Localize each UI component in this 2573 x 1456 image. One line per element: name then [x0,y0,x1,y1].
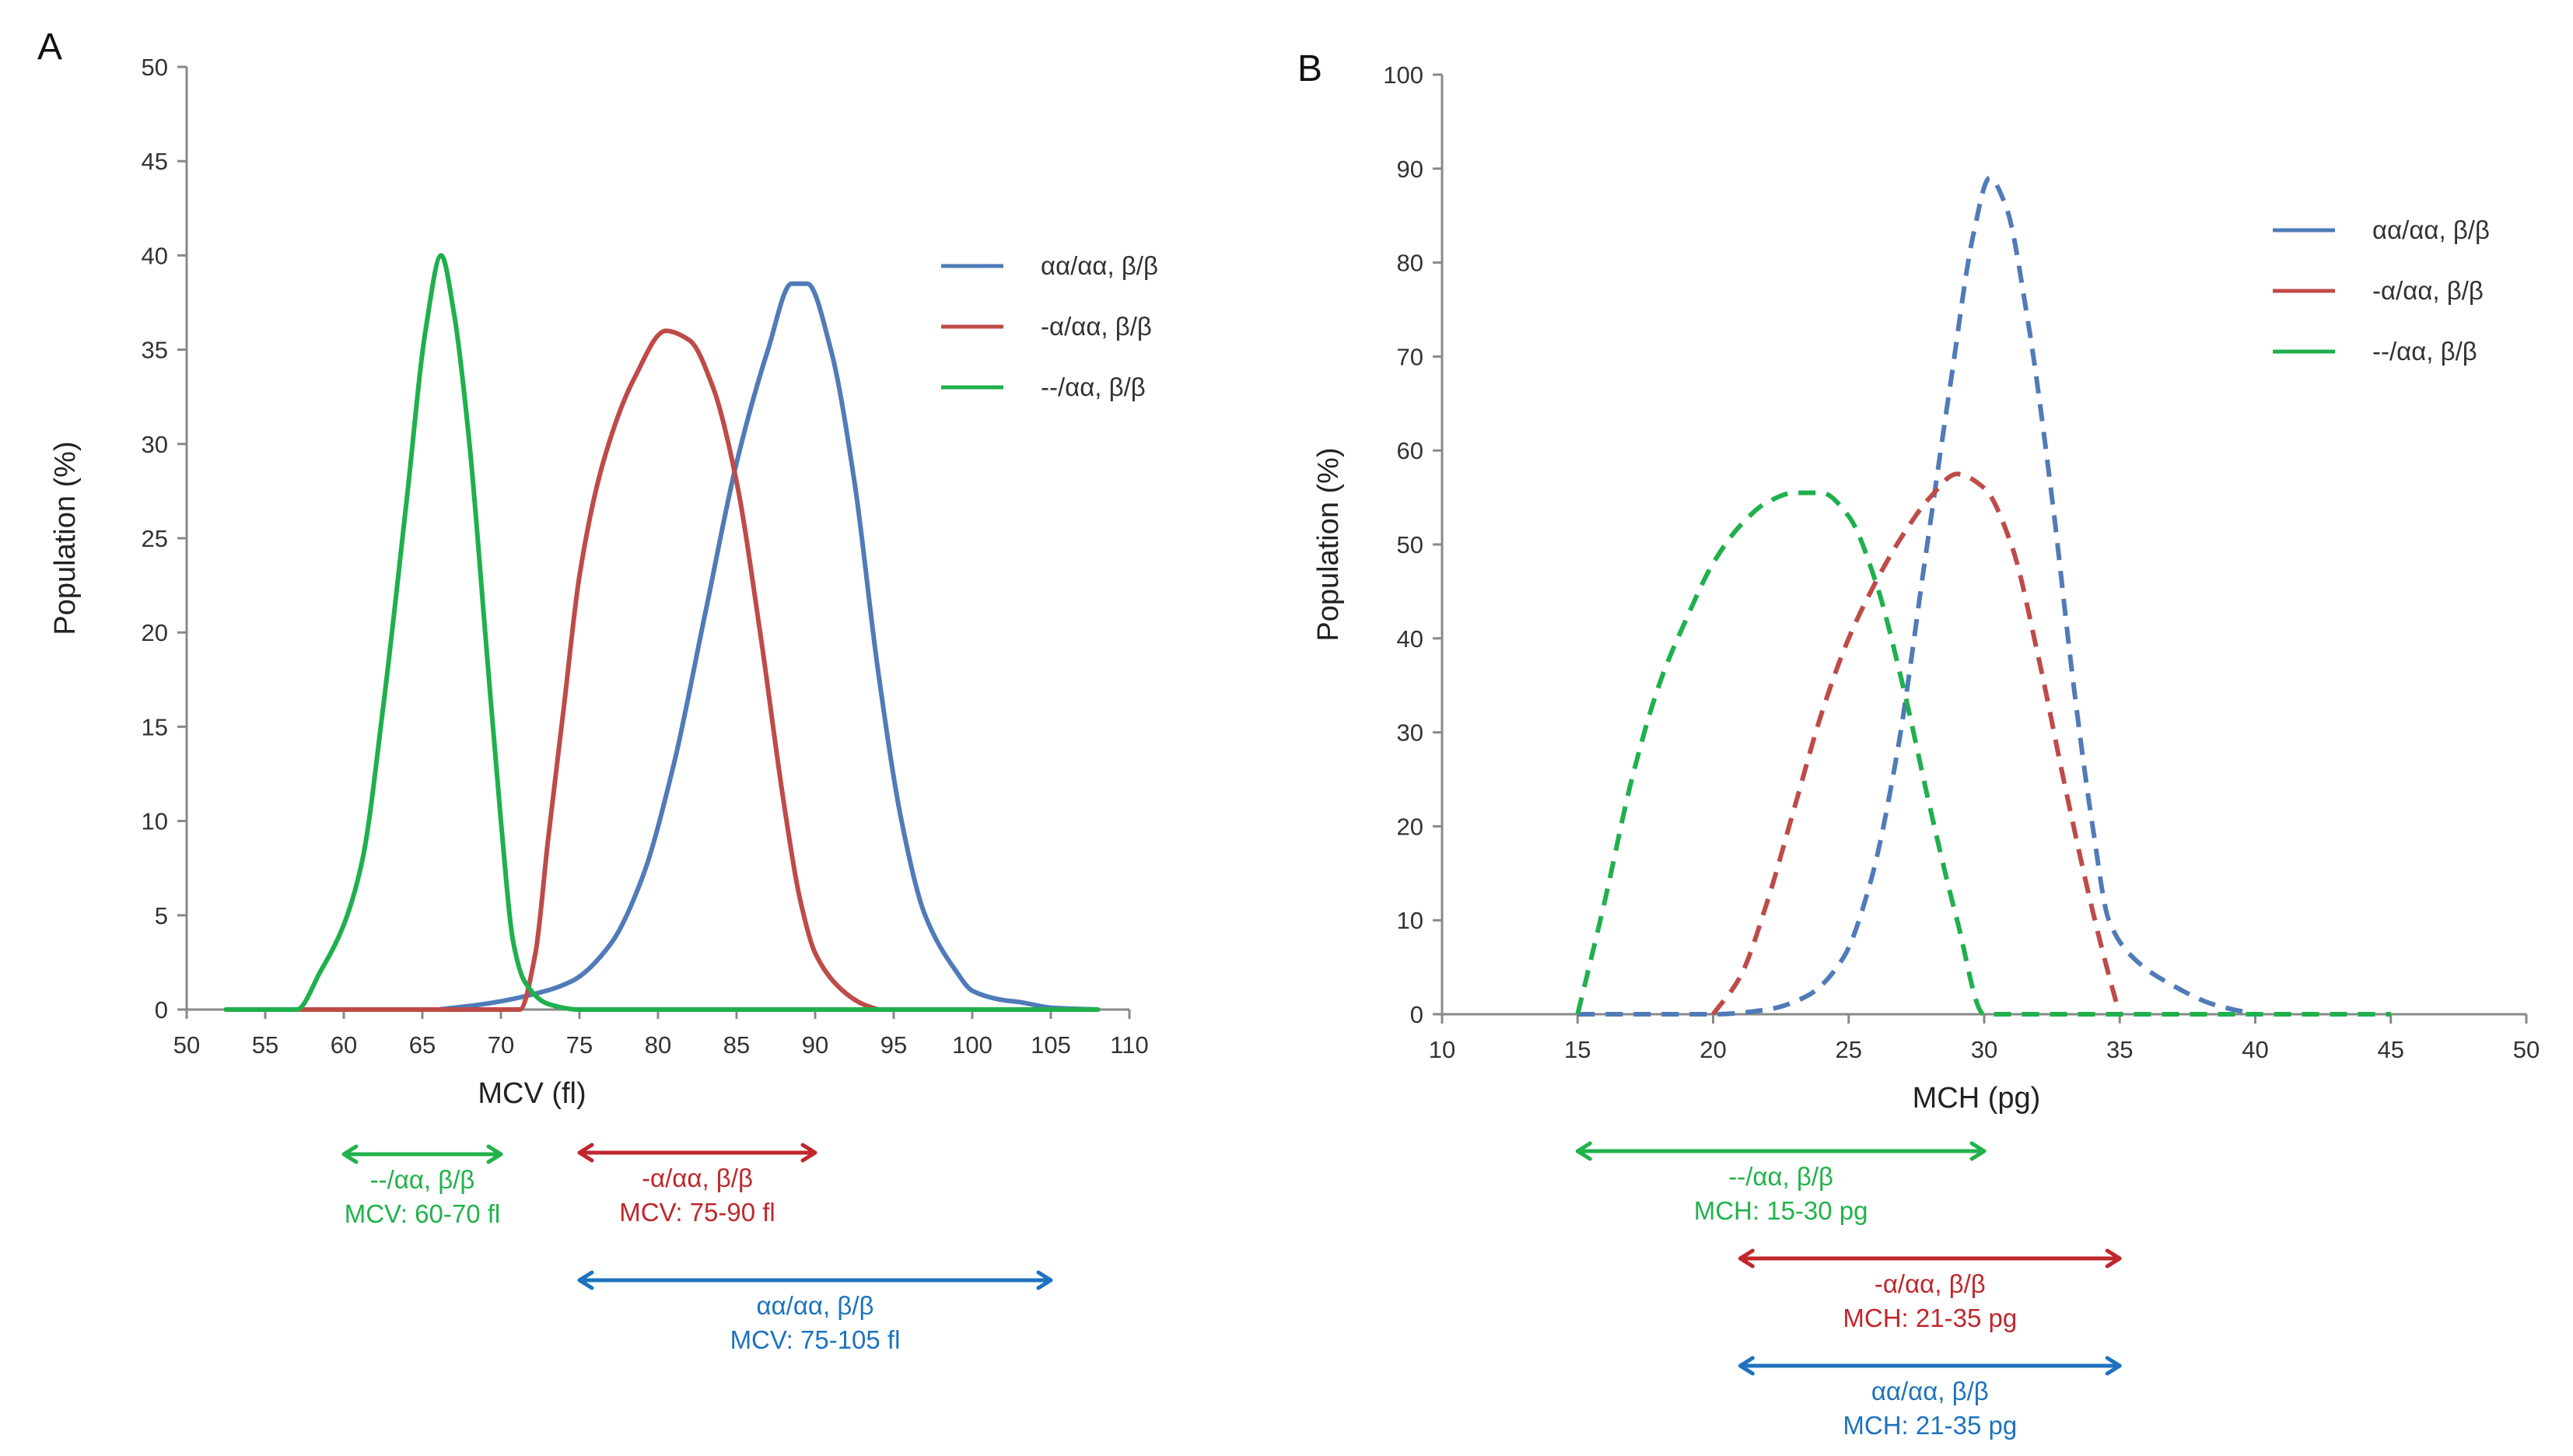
range-arrow-head-right [800,1143,817,1163]
x-tick-label: 105 [1031,1031,1071,1059]
x-tick-label: 75 [566,1031,593,1059]
range-arrow-head-left [1575,1141,1592,1161]
range-annotation: αα/αα, β/β MCV: 75-105 fl [577,1270,1053,1354]
y-tick-label: 100 [1383,61,1423,89]
range-arrow-head-right [2105,1248,2122,1269]
x-tick-label: 25 [1836,1036,1862,1063]
y-tick-label: 50 [1397,531,1423,558]
range-value-label: MCH: 21-35 pg [1843,1411,2017,1440]
y-tick-label: 10 [142,808,168,835]
x-tick-label: 10 [1429,1036,1455,1063]
x-tick-label: 100 [952,1031,992,1059]
range-genotype-label: αα/αα, β/β [757,1291,874,1320]
range-arrow-head-left [1738,1356,1755,1376]
x-tick-label: 110 [1110,1031,1148,1059]
range-arrow-head-left [341,1144,359,1164]
y-tick-label: 5 [155,902,168,929]
panel-label: B [1297,48,1322,89]
y-tick-label: 40 [142,242,168,269]
x-tick-label: 50 [2513,1036,2540,1063]
x-tick-label: 85 [723,1031,750,1059]
range-value-label: MCV: 60-70 fl [345,1199,501,1228]
range-arrow-head-right [1036,1270,1053,1290]
y-tick-label: 70 [1397,343,1423,370]
series-line-green [1575,490,2391,1017]
range-genotype-label: αα/αα, β/β [1871,1377,1989,1405]
x-axis-label: MCH (pg) [1913,1082,2041,1115]
range-genotype-label: --/αα, β/β [370,1165,475,1194]
y-tick-label: 90 [1397,156,1423,183]
y-tick-label: 80 [1397,250,1423,277]
x-tick-label: 90 [802,1031,828,1059]
legend-label: αα/αα, β/β [2372,215,2490,244]
y-tick-label: 50 [142,54,168,81]
panel-label: A [37,26,62,68]
x-tick-label: 80 [645,1031,671,1059]
y-axis-label: Population (%) [49,441,82,635]
x-tick-label: 15 [1564,1036,1591,1063]
range-annotation: --/αα, β/β MCV: 60-70 fl [341,1144,503,1228]
range-value-label: MCH: 15-30 pg [1694,1196,1868,1225]
x-tick-label: 55 [252,1031,278,1059]
range-genotype-label: -α/αα, β/β [1875,1269,1986,1298]
y-tick-label: 20 [142,619,168,646]
range-value-label: MCH: 21-35 pg [1843,1304,2017,1332]
range-arrow-head-right [486,1144,503,1164]
y-tick-label: 30 [142,431,168,458]
x-tick-label: 65 [409,1031,436,1059]
series-line-red [1711,471,2123,1016]
legend-label: --/αα, β/β [2372,337,2477,366]
range-genotype-label: -α/αα, β/β [642,1164,753,1192]
y-tick-label: 40 [1397,625,1423,653]
series-line-green [223,253,1101,1013]
x-tick-label: 95 [880,1031,907,1059]
x-tick-label: 45 [2378,1036,2404,1063]
y-tick-label: 45 [142,148,168,175]
y-tick-label: 20 [1397,813,1423,840]
series-line-blue [436,281,1101,1012]
legend-label: --/αα, β/β [1041,373,1146,401]
y-tick-label: 0 [1410,1001,1423,1028]
x-tick-label: 30 [1971,1036,1997,1063]
legend-label: -α/αα, β/β [1041,312,1152,341]
range-arrow-head-left [1738,1248,1755,1269]
range-arrow-head-right [2105,1356,2122,1376]
x-tick-label: 70 [488,1031,514,1059]
series-line-red [223,328,880,1013]
range-arrow-head-left [577,1143,594,1163]
y-tick-label: 30 [1397,719,1423,747]
x-tick-label: 50 [173,1031,200,1059]
y-tick-label: 0 [155,996,168,1024]
x-tick-label: 35 [2106,1036,2133,1063]
range-annotation: -α/αα, β/β MCH: 21-35 pg [1738,1248,2122,1332]
x-tick-label: 40 [2242,1036,2268,1063]
y-tick-label: 15 [142,713,168,740]
y-tick-label: 60 [1397,437,1423,464]
legend-label: αα/αα, β/β [1041,251,1158,280]
range-value-label: MCV: 75-90 fl [619,1198,775,1227]
range-genotype-label: --/αα, β/β [1728,1162,1833,1191]
x-tick-label: 20 [1700,1036,1726,1063]
y-axis-label: Population (%) [1312,447,1345,641]
range-arrow-head-right [1969,1141,1987,1161]
y-tick-label: 25 [142,525,168,552]
range-annotation: --/αα, β/β MCH: 15-30 pg [1575,1141,1987,1225]
chart-panel-a: A 0 5 10 15 20 25 30 35 40 45 50 50 55 60 65 70 75 80 85 90 9… [37,26,1158,1354]
series-line-blue [1577,175,2256,1017]
range-annotation: -α/αα, β/β MCV: 75-90 fl [577,1143,817,1227]
y-tick-label: 10 [1397,907,1423,934]
x-axis-label: MCV (fl) [478,1077,586,1110]
y-tick-label: 35 [142,337,168,364]
range-arrow-head-left [577,1270,594,1290]
legend-label: -α/αα, β/β [2372,276,2484,305]
range-annotation: αα/αα, β/β MCH: 21-35 pg [1738,1356,2122,1440]
range-value-label: MCV: 75-105 fl [730,1325,901,1354]
x-tick-label: 60 [331,1031,357,1059]
